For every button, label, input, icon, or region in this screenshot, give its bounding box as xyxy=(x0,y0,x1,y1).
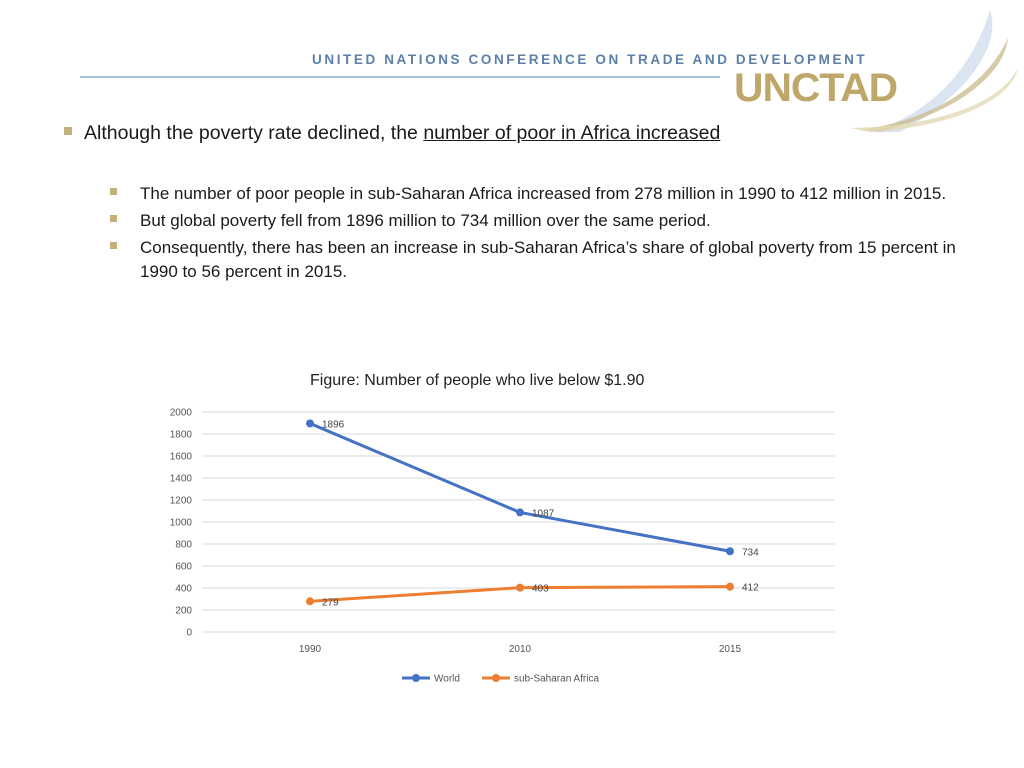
square-bullet-icon xyxy=(110,215,117,222)
series-line xyxy=(309,422,731,553)
list-item-text: But global poverty fell from 1896 millio… xyxy=(140,211,711,230)
data-point xyxy=(726,547,734,556)
legend-marker xyxy=(412,674,420,682)
y-tick-label: 0 xyxy=(186,628,192,639)
legend-marker xyxy=(492,674,500,682)
y-tick-label: 1600 xyxy=(170,452,193,463)
list-item: Consequently, there has been an increase… xyxy=(108,236,968,284)
y-tick-label: 600 xyxy=(175,562,192,573)
square-bullet-icon xyxy=(110,242,117,249)
square-bullet-icon xyxy=(64,127,72,135)
y-tick-label: 1400 xyxy=(170,474,193,485)
square-bullet-icon xyxy=(110,188,117,195)
y-tick-label: 800 xyxy=(175,540,192,551)
x-tick-label: 2015 xyxy=(719,644,742,655)
list-item-text: The number of poor people in sub-Saharan… xyxy=(140,184,947,203)
y-tick-label: 400 xyxy=(175,584,192,595)
y-tick-label: 1200 xyxy=(170,496,193,507)
unctad-swoosh-icon xyxy=(850,10,1018,132)
heading-prefix: Although the poverty rate declined, the xyxy=(84,122,424,144)
data-label: 734 xyxy=(742,547,759,558)
bullet-list: The number of poor people in sub-Saharan… xyxy=(108,182,968,287)
data-label: 1087 xyxy=(532,508,555,519)
heading-emphasis: number of poor in Africa increased xyxy=(423,122,721,144)
chart-title: Figure: Number of people who live below … xyxy=(310,372,645,389)
header-rule xyxy=(80,76,720,78)
data-point xyxy=(306,597,314,606)
y-tick-label: 1800 xyxy=(170,430,193,441)
legend-label: sub-Saharan Africa xyxy=(514,674,599,685)
main-heading: Although the poverty rate declined, the … xyxy=(64,122,720,145)
x-tick-label: 2010 xyxy=(509,644,532,655)
y-tick-label: 200 xyxy=(175,606,192,617)
org-title: UNITED NATIONS CONFERENCE ON TRADE AND D… xyxy=(312,52,868,67)
y-tick-label: 2000 xyxy=(170,408,193,419)
data-label: 1896 xyxy=(322,419,345,430)
unctad-logo: UNCTAD xyxy=(734,66,898,110)
data-label: 279 xyxy=(322,597,339,608)
legend-label: World xyxy=(434,674,460,685)
data-point xyxy=(726,582,734,591)
y-tick-label: 1000 xyxy=(170,518,193,529)
data-point xyxy=(516,583,524,592)
x-tick-label: 1990 xyxy=(299,644,322,655)
data-point xyxy=(306,419,314,428)
data-label: 412 xyxy=(742,583,759,594)
list-item: But global poverty fell from 1896 millio… xyxy=(108,209,968,233)
data-point xyxy=(516,508,524,517)
list-item-text: Consequently, there has been an increase… xyxy=(140,238,956,281)
data-label: 403 xyxy=(532,584,549,595)
list-item: The number of poor people in sub-Saharan… xyxy=(108,182,968,206)
line-chart: 0 200 400 600 800 1000 1200 1400 1600 1800 2000 199… xyxy=(170,408,835,685)
